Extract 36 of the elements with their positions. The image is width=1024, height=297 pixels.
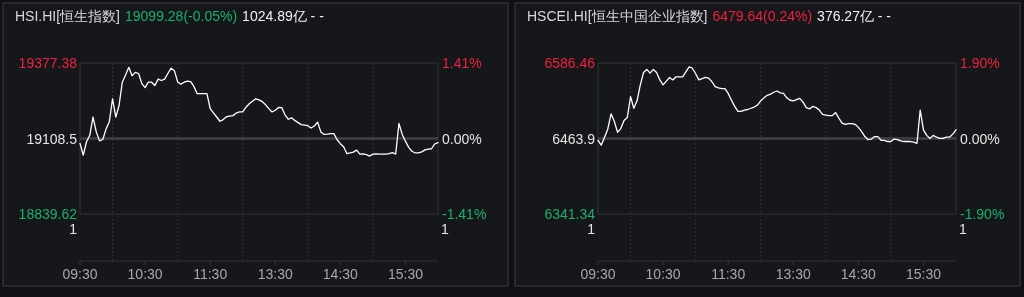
x-tick-label: 11:30 bbox=[193, 266, 228, 282]
x-tick-label: 09:30 bbox=[580, 266, 616, 282]
chart-title: HSI.HI[恒生指数] bbox=[15, 8, 121, 24]
chart-title: HSCEI.HI[恒生中国企业指数] bbox=[527, 8, 708, 24]
y2-tick-label: 1.41% bbox=[442, 55, 482, 71]
text: 1 bbox=[441, 221, 449, 237]
x-tick-label: 10:30 bbox=[645, 266, 681, 282]
y-tick-label: 6341.34 bbox=[544, 206, 596, 222]
y2-tick-label: 1.90% bbox=[960, 55, 1000, 71]
y-tick-label: 18839.62 bbox=[18, 206, 78, 222]
y2-tick-label: -1.90% bbox=[960, 206, 1005, 222]
x-tick-label: 14:30 bbox=[322, 266, 359, 282]
x-tick-label: 14:30 bbox=[840, 266, 877, 282]
y2-tick-label: -1.41% bbox=[442, 206, 487, 222]
text: 1 bbox=[587, 221, 596, 237]
x-tick-label: 13:30 bbox=[257, 266, 293, 282]
line-series bbox=[79, 66, 439, 157]
x-tick-label: 11:30 bbox=[711, 266, 746, 282]
y2-tick-label: 0.00% bbox=[442, 130, 482, 147]
y-tick-label: 19377.38 bbox=[18, 55, 78, 71]
y-tick-label: 19108.5 bbox=[26, 130, 78, 147]
x-tick-label: 15:30 bbox=[905, 266, 942, 282]
x-tick-label: 09:30 bbox=[62, 266, 98, 282]
text: 1 bbox=[69, 221, 78, 237]
chart-subtitle: 6479.64(0.24%) bbox=[712, 8, 813, 24]
y-tick-label: 6463.9 bbox=[552, 130, 596, 147]
line-series bbox=[597, 66, 957, 146]
chart-subtitle: 19099.28(-0.05%) bbox=[125, 8, 238, 24]
text: 376.27亿 - - bbox=[817, 8, 892, 24]
x-tick-label: 15:30 bbox=[387, 266, 424, 282]
y2-tick-label: 0.00% bbox=[960, 130, 1000, 147]
x-tick-label: 10:30 bbox=[127, 266, 163, 282]
text: 1024.89亿 - - bbox=[242, 8, 325, 24]
y-tick-label: 6586.46 bbox=[544, 55, 596, 71]
text: 1 bbox=[959, 221, 967, 237]
x-tick-label: 13:30 bbox=[775, 266, 811, 282]
